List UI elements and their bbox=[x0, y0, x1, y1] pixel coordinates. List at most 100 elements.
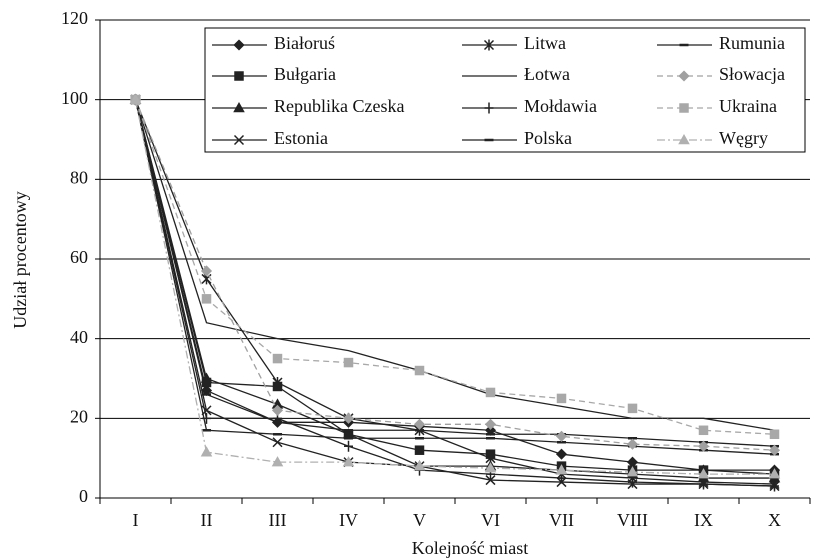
marker bbox=[200, 265, 213, 277]
series-line bbox=[134, 99, 775, 455]
x-tick-label: IV bbox=[339, 510, 358, 530]
marker bbox=[233, 134, 245, 146]
marker bbox=[697, 440, 710, 452]
series-line bbox=[134, 99, 775, 487]
y-tick-label: 60 bbox=[70, 247, 88, 267]
marker bbox=[200, 372, 213, 383]
x-tick-label: V bbox=[413, 510, 426, 530]
marker bbox=[485, 452, 496, 464]
marker bbox=[626, 466, 639, 477]
x-tick-label: X bbox=[768, 510, 781, 530]
marker bbox=[271, 456, 284, 467]
marker bbox=[343, 357, 354, 368]
marker bbox=[344, 440, 353, 452]
marker bbox=[698, 425, 709, 436]
marker bbox=[556, 393, 567, 404]
x-tick-label: II bbox=[201, 510, 213, 530]
series bbox=[134, 99, 775, 431]
legend-label: Białoruś bbox=[274, 33, 335, 53]
marker bbox=[485, 475, 496, 486]
series-line bbox=[134, 99, 775, 487]
marker bbox=[555, 430, 568, 442]
marker bbox=[413, 418, 426, 430]
marker bbox=[342, 456, 355, 467]
x-tick-label: VII bbox=[549, 510, 574, 530]
marker bbox=[626, 456, 639, 468]
y-tick-label: 20 bbox=[70, 406, 88, 426]
marker bbox=[557, 472, 566, 484]
y-tick-label: 80 bbox=[70, 167, 88, 187]
series bbox=[130, 94, 780, 490]
marker bbox=[678, 133, 690, 145]
legend-label: Mołdawia bbox=[524, 96, 597, 116]
legend-label: Węgry bbox=[719, 128, 768, 148]
y-tick-label: 40 bbox=[70, 327, 88, 347]
marker bbox=[769, 429, 780, 440]
marker bbox=[628, 476, 637, 488]
legend-label: Polska bbox=[524, 128, 572, 148]
y-tick-label: 0 bbox=[79, 486, 88, 506]
marker bbox=[770, 480, 779, 492]
marker bbox=[483, 39, 495, 51]
legend-label: Słowacja bbox=[719, 64, 785, 84]
legend-label: Republika Czeska bbox=[274, 96, 404, 116]
marker bbox=[697, 468, 710, 479]
marker bbox=[201, 294, 212, 304]
marker bbox=[200, 446, 213, 457]
y-axis-label: Udział procentowy bbox=[10, 191, 30, 328]
marker bbox=[768, 468, 781, 479]
marker bbox=[679, 103, 689, 113]
x-tick-label: I bbox=[133, 510, 139, 530]
y-tick-label: 120 bbox=[61, 8, 88, 28]
series-line bbox=[134, 99, 775, 447]
x-tick-label: IX bbox=[694, 510, 713, 530]
series-line bbox=[134, 99, 775, 479]
marker bbox=[484, 102, 494, 114]
y-tick-label: 100 bbox=[61, 88, 88, 108]
x-tick-label: III bbox=[269, 510, 287, 530]
x-tick-label: VI bbox=[481, 510, 500, 530]
marker bbox=[272, 437, 283, 448]
series bbox=[131, 98, 779, 448]
marker bbox=[342, 412, 355, 424]
marker bbox=[678, 70, 690, 82]
marker bbox=[414, 365, 425, 376]
marker bbox=[272, 376, 283, 388]
x-axis-label: Kolejność miast bbox=[412, 538, 528, 558]
x-tick-label: VIII bbox=[617, 510, 648, 530]
marker bbox=[234, 71, 244, 81]
marker bbox=[233, 39, 245, 51]
series bbox=[131, 98, 779, 456]
marker bbox=[484, 418, 497, 430]
marker bbox=[272, 353, 283, 364]
marker bbox=[768, 444, 781, 456]
marker bbox=[271, 404, 284, 416]
legend bbox=[204, 27, 806, 153]
marker bbox=[699, 478, 708, 490]
marker bbox=[555, 448, 568, 460]
marker bbox=[414, 445, 425, 455]
series-line bbox=[134, 99, 775, 471]
series-line bbox=[134, 99, 775, 485]
marker bbox=[485, 387, 496, 398]
legend-label: Litwa bbox=[524, 33, 566, 53]
marker bbox=[626, 438, 639, 450]
series-line bbox=[134, 99, 775, 451]
series-line bbox=[134, 99, 775, 435]
marker bbox=[129, 93, 142, 104]
legend-label: Bułgaria bbox=[274, 64, 336, 84]
marker bbox=[233, 101, 245, 113]
marker bbox=[413, 460, 426, 471]
series-line bbox=[134, 99, 775, 475]
marker bbox=[627, 403, 638, 414]
series-line bbox=[134, 99, 775, 431]
series bbox=[129, 94, 781, 456]
legend-label: Estonia bbox=[274, 128, 328, 148]
series bbox=[129, 93, 781, 479]
marker bbox=[555, 464, 568, 475]
legend-label: Rumunia bbox=[719, 33, 785, 53]
legend-label: Ukraina bbox=[719, 96, 777, 116]
legend-label: Łotwa bbox=[524, 64, 570, 84]
series-line bbox=[134, 99, 775, 475]
